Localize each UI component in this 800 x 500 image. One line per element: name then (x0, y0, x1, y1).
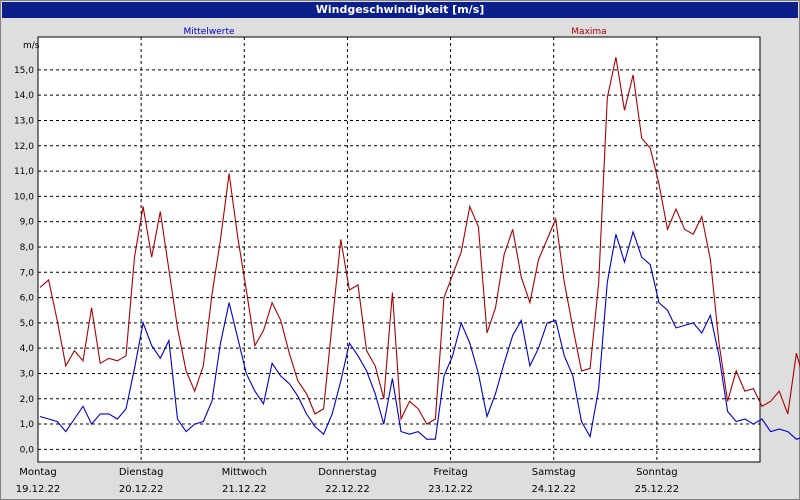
series-line-max (39, 57, 800, 425)
y-tick-label: 4,0 (20, 344, 35, 354)
y-tick-label: 10,0 (14, 192, 34, 202)
x-day-name: Freitag (433, 467, 467, 478)
x-day-name: Donnerstag (318, 467, 376, 478)
x-day-date: 25.12.22 (635, 484, 680, 495)
x-day-date: 23.12.22 (428, 484, 473, 495)
y-axis-ticks: 0,0 1,0 2,0 3,0 4,0 5,0 6,0 7,0 8,0 9,0 10,0 11,0 12… (14, 66, 34, 455)
y-tick-label: 2,0 (20, 395, 35, 405)
legend-mean: Mittelwerte (183, 27, 234, 37)
y-tick-label: 11,0 (14, 167, 34, 177)
x-day-date: 21.12.22 (222, 484, 267, 495)
y-tick-label: 8,0 (20, 243, 35, 253)
y-tick-label: 12,0 (14, 142, 34, 152)
x-day-name: Sonntag (636, 467, 678, 478)
series-line-mean (39, 229, 800, 440)
x-day-date: 19.12.22 (16, 484, 61, 495)
x-day-date: 20.12.22 (119, 484, 164, 495)
series-lines (39, 57, 800, 440)
grid-lines (38, 37, 760, 462)
legend-max: Maxima (571, 27, 606, 37)
x-axis-day-labels: Montag 19.12.22 Dienstag 20.12.22 Mittwoch 21… (16, 467, 679, 495)
x-day-name: Montag (19, 467, 56, 478)
plot-area (37, 36, 761, 463)
y-tick-label: 6,0 (20, 294, 35, 304)
x-day-name: Mittwoch (222, 467, 267, 478)
y-tick-label: 9,0 (20, 218, 35, 228)
x-day-name: Samstag (532, 467, 576, 478)
x-day-date: 24.12.22 (531, 484, 576, 495)
x-day-name: Dienstag (119, 467, 164, 478)
x-day-date: 22.12.22 (325, 484, 370, 495)
y-tick-label: 14,0 (14, 91, 34, 101)
y-tick-label: 15,0 (14, 66, 34, 76)
y-tick-label: 0,0 (20, 445, 35, 455)
y-tick-label: 13,0 (14, 116, 34, 126)
y-tick-label: 3,0 (20, 369, 35, 379)
y-axis-unit: m/s (23, 41, 40, 51)
y-tick-label: 5,0 (20, 319, 35, 329)
y-tick-label: 1,0 (20, 420, 35, 430)
chart-title: Windgeschwindigkeit [m/s] (2, 2, 798, 18)
y-tick-label: 7,0 (20, 268, 35, 278)
